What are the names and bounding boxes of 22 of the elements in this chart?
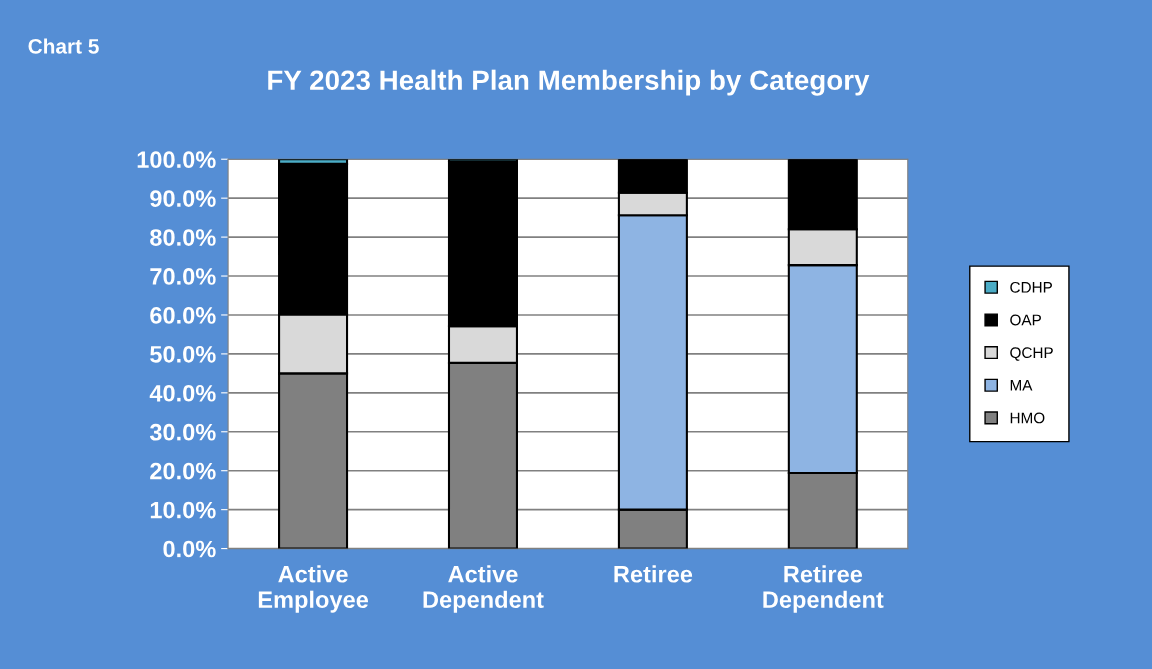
x-tick-label: Active Dependent	[423, 565, 544, 613]
y-tick-label: 80.0%	[150, 229, 216, 246]
legend-label: OAP	[1010, 314, 1041, 326]
y-tick-label: 90.0%	[150, 190, 216, 207]
legend-label: QCHP	[1010, 347, 1053, 361]
caption: Chart 5	[28, 38, 99, 54]
legend-label: HMO	[1010, 412, 1045, 424]
x-tick-label: Retiree Dependent	[763, 565, 884, 613]
y-tick-label: 60.0%	[150, 307, 216, 324]
y-tick-label: 70.0%	[150, 268, 216, 285]
y-tick-label: 10.0%	[150, 501, 216, 519]
y-tick-label: 40.0%	[149, 384, 216, 402]
y-tick-label: 50.0%	[150, 345, 216, 363]
y-tick-label: 0.0%	[163, 540, 216, 558]
legend-label: MA	[1010, 380, 1033, 391]
y-tick-label: 20.0%	[150, 462, 216, 480]
y-tick-label: 30.0%	[149, 423, 216, 441]
chart-title: FY 2023 Health Plan Membership by Category	[268, 69, 870, 96]
x-tick-label: Active Employee	[258, 565, 369, 613]
y-tick-label: 100.0%	[137, 151, 216, 169]
legend-label: CDHP	[1010, 281, 1052, 293]
x-tick-label: Retiree	[614, 565, 693, 583]
